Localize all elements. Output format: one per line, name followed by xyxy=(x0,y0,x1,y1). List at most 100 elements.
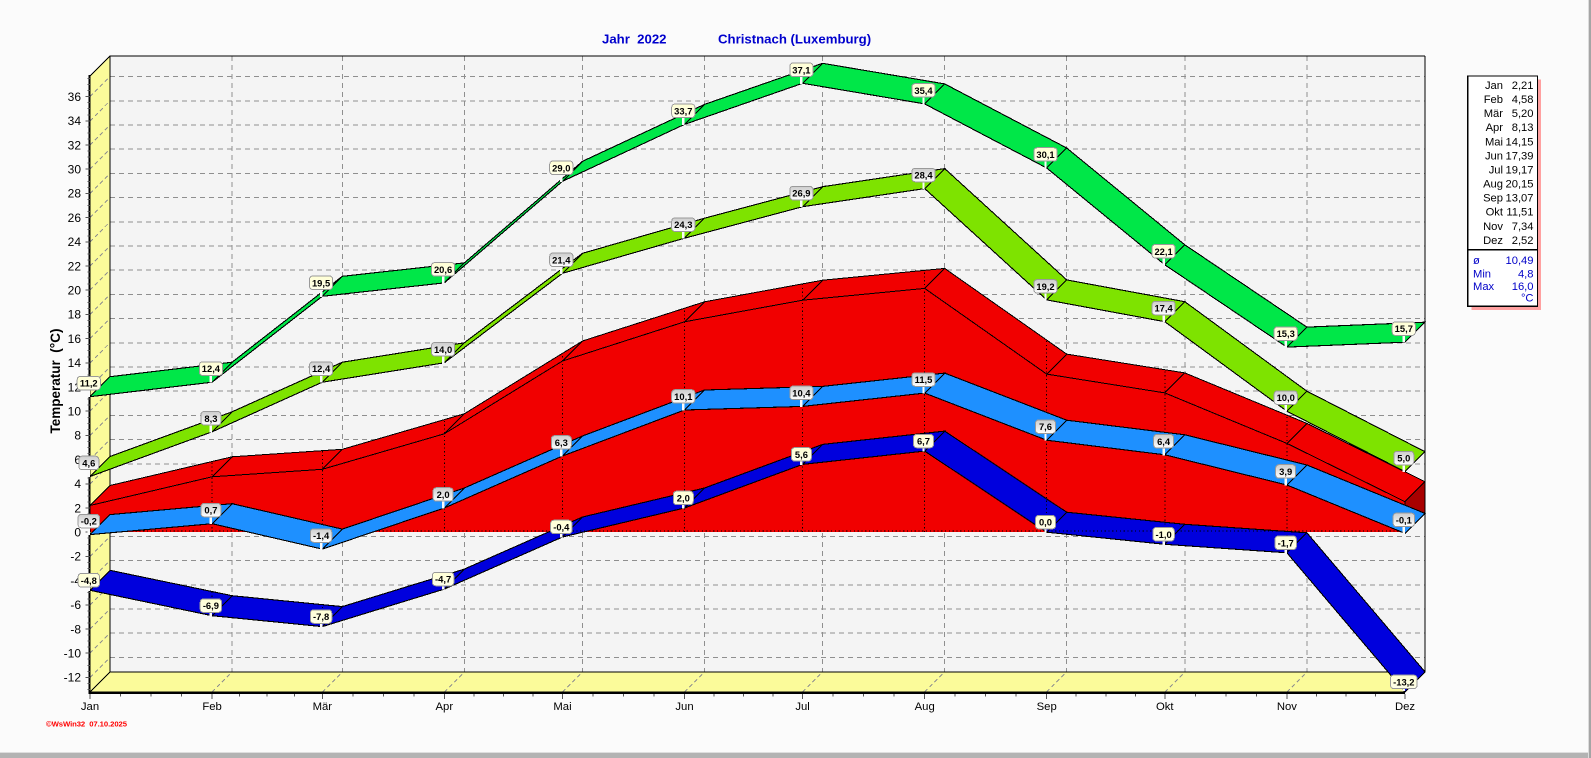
svg-text:Mär: Mär xyxy=(313,701,333,713)
svg-text:Christnach (Luxemburg): Christnach (Luxemburg) xyxy=(718,32,871,47)
svg-text:36: 36 xyxy=(68,90,82,104)
svg-text:30,1: 30,1 xyxy=(1036,149,1054,160)
svg-text:Mai: Mai xyxy=(1485,136,1503,148)
svg-text:-1,0: -1,0 xyxy=(1156,529,1172,540)
svg-text:5,20: 5,20 xyxy=(1512,108,1534,120)
svg-text:13,07: 13,07 xyxy=(1506,193,1534,205)
svg-text:Feb: Feb xyxy=(202,701,221,713)
svg-text:20,6: 20,6 xyxy=(434,264,452,275)
svg-text:15,3: 15,3 xyxy=(1277,328,1295,339)
svg-text:20: 20 xyxy=(68,284,82,298)
svg-text:20,15: 20,15 xyxy=(1506,179,1534,191)
svg-text:3,9: 3,9 xyxy=(1279,466,1292,477)
svg-text:-6,9: -6,9 xyxy=(203,600,219,611)
svg-text:6: 6 xyxy=(74,453,81,467)
svg-text:19,17: 19,17 xyxy=(1506,165,1534,177)
svg-text:17,39: 17,39 xyxy=(1506,150,1534,162)
svg-text:2,0: 2,0 xyxy=(677,493,690,504)
svg-text:Okt: Okt xyxy=(1156,701,1174,713)
svg-text:Sep: Sep xyxy=(1037,701,1057,713)
svg-text:Jan: Jan xyxy=(81,701,99,713)
svg-text:Sep: Sep xyxy=(1483,193,1503,205)
svg-text:-7,8: -7,8 xyxy=(313,611,329,622)
svg-text:28: 28 xyxy=(68,187,82,201)
svg-text:-8: -8 xyxy=(70,622,81,636)
svg-text:0: 0 xyxy=(74,526,81,540)
svg-text:-2: -2 xyxy=(70,550,81,564)
svg-text:Jun: Jun xyxy=(675,701,693,713)
svg-text:-4,7: -4,7 xyxy=(435,574,451,585)
svg-text:-13,2: -13,2 xyxy=(1393,676,1414,687)
svg-text:15,7: 15,7 xyxy=(1395,323,1413,334)
svg-text:-0,2: -0,2 xyxy=(81,516,97,527)
svg-text:Aug: Aug xyxy=(915,701,935,713)
svg-text:16,0: 16,0 xyxy=(1512,281,1534,293)
svg-text:17,4: 17,4 xyxy=(1154,303,1173,314)
svg-text:Nov: Nov xyxy=(1483,221,1503,233)
svg-text:19,2: 19,2 xyxy=(1036,281,1054,292)
svg-text:8: 8 xyxy=(74,429,81,443)
svg-text:12,4: 12,4 xyxy=(312,363,331,374)
svg-text:Dez: Dez xyxy=(1483,235,1503,247)
svg-text:Apr: Apr xyxy=(1486,122,1504,134)
svg-text:33,7: 33,7 xyxy=(674,105,692,116)
svg-text:-1,7: -1,7 xyxy=(1278,537,1294,548)
svg-text:©WsWin32 07.10.2025: ©WsWin32 07.10.2025 xyxy=(46,720,128,729)
svg-text:14: 14 xyxy=(68,356,82,370)
svg-text:Okt: Okt xyxy=(1486,207,1504,219)
svg-text:Max: Max xyxy=(1473,281,1495,293)
svg-text:18: 18 xyxy=(68,308,82,322)
svg-text:Mai: Mai xyxy=(553,701,571,713)
svg-text:22,1: 22,1 xyxy=(1154,246,1172,257)
svg-text:28,4: 28,4 xyxy=(914,170,933,181)
svg-text:-0,4: -0,4 xyxy=(553,522,570,533)
svg-text:-1,4: -1,4 xyxy=(313,530,330,541)
svg-text:16: 16 xyxy=(68,332,82,346)
svg-text:2,0: 2,0 xyxy=(437,489,450,500)
svg-text:8,3: 8,3 xyxy=(204,413,217,424)
svg-text:8,13: 8,13 xyxy=(1512,122,1534,134)
svg-text:4,58: 4,58 xyxy=(1512,94,1534,106)
svg-text:Nov: Nov xyxy=(1277,701,1297,713)
svg-text:29,0: 29,0 xyxy=(552,162,570,173)
svg-text:24: 24 xyxy=(68,235,82,249)
svg-text:2: 2 xyxy=(74,501,81,515)
svg-text:10,0: 10,0 xyxy=(1277,392,1295,403)
svg-text:-4,8: -4,8 xyxy=(81,575,97,586)
svg-text:ø: ø xyxy=(1473,255,1480,267)
svg-text:37,1: 37,1 xyxy=(792,64,810,75)
svg-text:Aug: Aug xyxy=(1483,179,1503,191)
svg-text:-12: -12 xyxy=(64,671,82,685)
svg-text:Mär: Mär xyxy=(1484,108,1504,120)
svg-text:24,3: 24,3 xyxy=(674,219,692,230)
svg-text:0,7: 0,7 xyxy=(204,505,217,516)
svg-text:4,6: 4,6 xyxy=(82,458,95,469)
svg-text:35,4: 35,4 xyxy=(914,85,933,96)
svg-text:Jul: Jul xyxy=(1489,165,1503,177)
svg-text:12,4: 12,4 xyxy=(202,363,221,374)
svg-text:Temperatur (°C): Temperatur (°C) xyxy=(48,329,63,434)
svg-text:32: 32 xyxy=(68,138,82,152)
svg-text:26,9: 26,9 xyxy=(792,188,810,199)
svg-text:7,34: 7,34 xyxy=(1512,221,1534,233)
svg-text:14,15: 14,15 xyxy=(1506,136,1534,148)
svg-text:-4: -4 xyxy=(70,574,81,588)
svg-text:-0,1: -0,1 xyxy=(1396,514,1412,525)
svg-text:11,51: 11,51 xyxy=(1506,207,1533,219)
svg-text:Min: Min xyxy=(1473,269,1491,281)
svg-text:°C: °C xyxy=(1521,293,1534,305)
svg-text:34: 34 xyxy=(68,114,82,128)
svg-text:10,1: 10,1 xyxy=(674,391,692,402)
svg-text:Apr: Apr xyxy=(436,701,454,713)
svg-text:30: 30 xyxy=(68,163,82,177)
svg-text:10,4: 10,4 xyxy=(792,387,811,398)
svg-text:-10: -10 xyxy=(64,647,82,661)
svg-text:21,4: 21,4 xyxy=(552,254,571,265)
svg-text:Jul: Jul xyxy=(795,701,809,713)
svg-text:6,4: 6,4 xyxy=(1157,436,1171,447)
svg-text:26: 26 xyxy=(68,211,82,225)
svg-text:0,0: 0,0 xyxy=(1039,517,1052,528)
svg-text:5,0: 5,0 xyxy=(1397,453,1410,464)
svg-text:10: 10 xyxy=(68,405,82,419)
svg-text:Dez: Dez xyxy=(1395,701,1415,713)
